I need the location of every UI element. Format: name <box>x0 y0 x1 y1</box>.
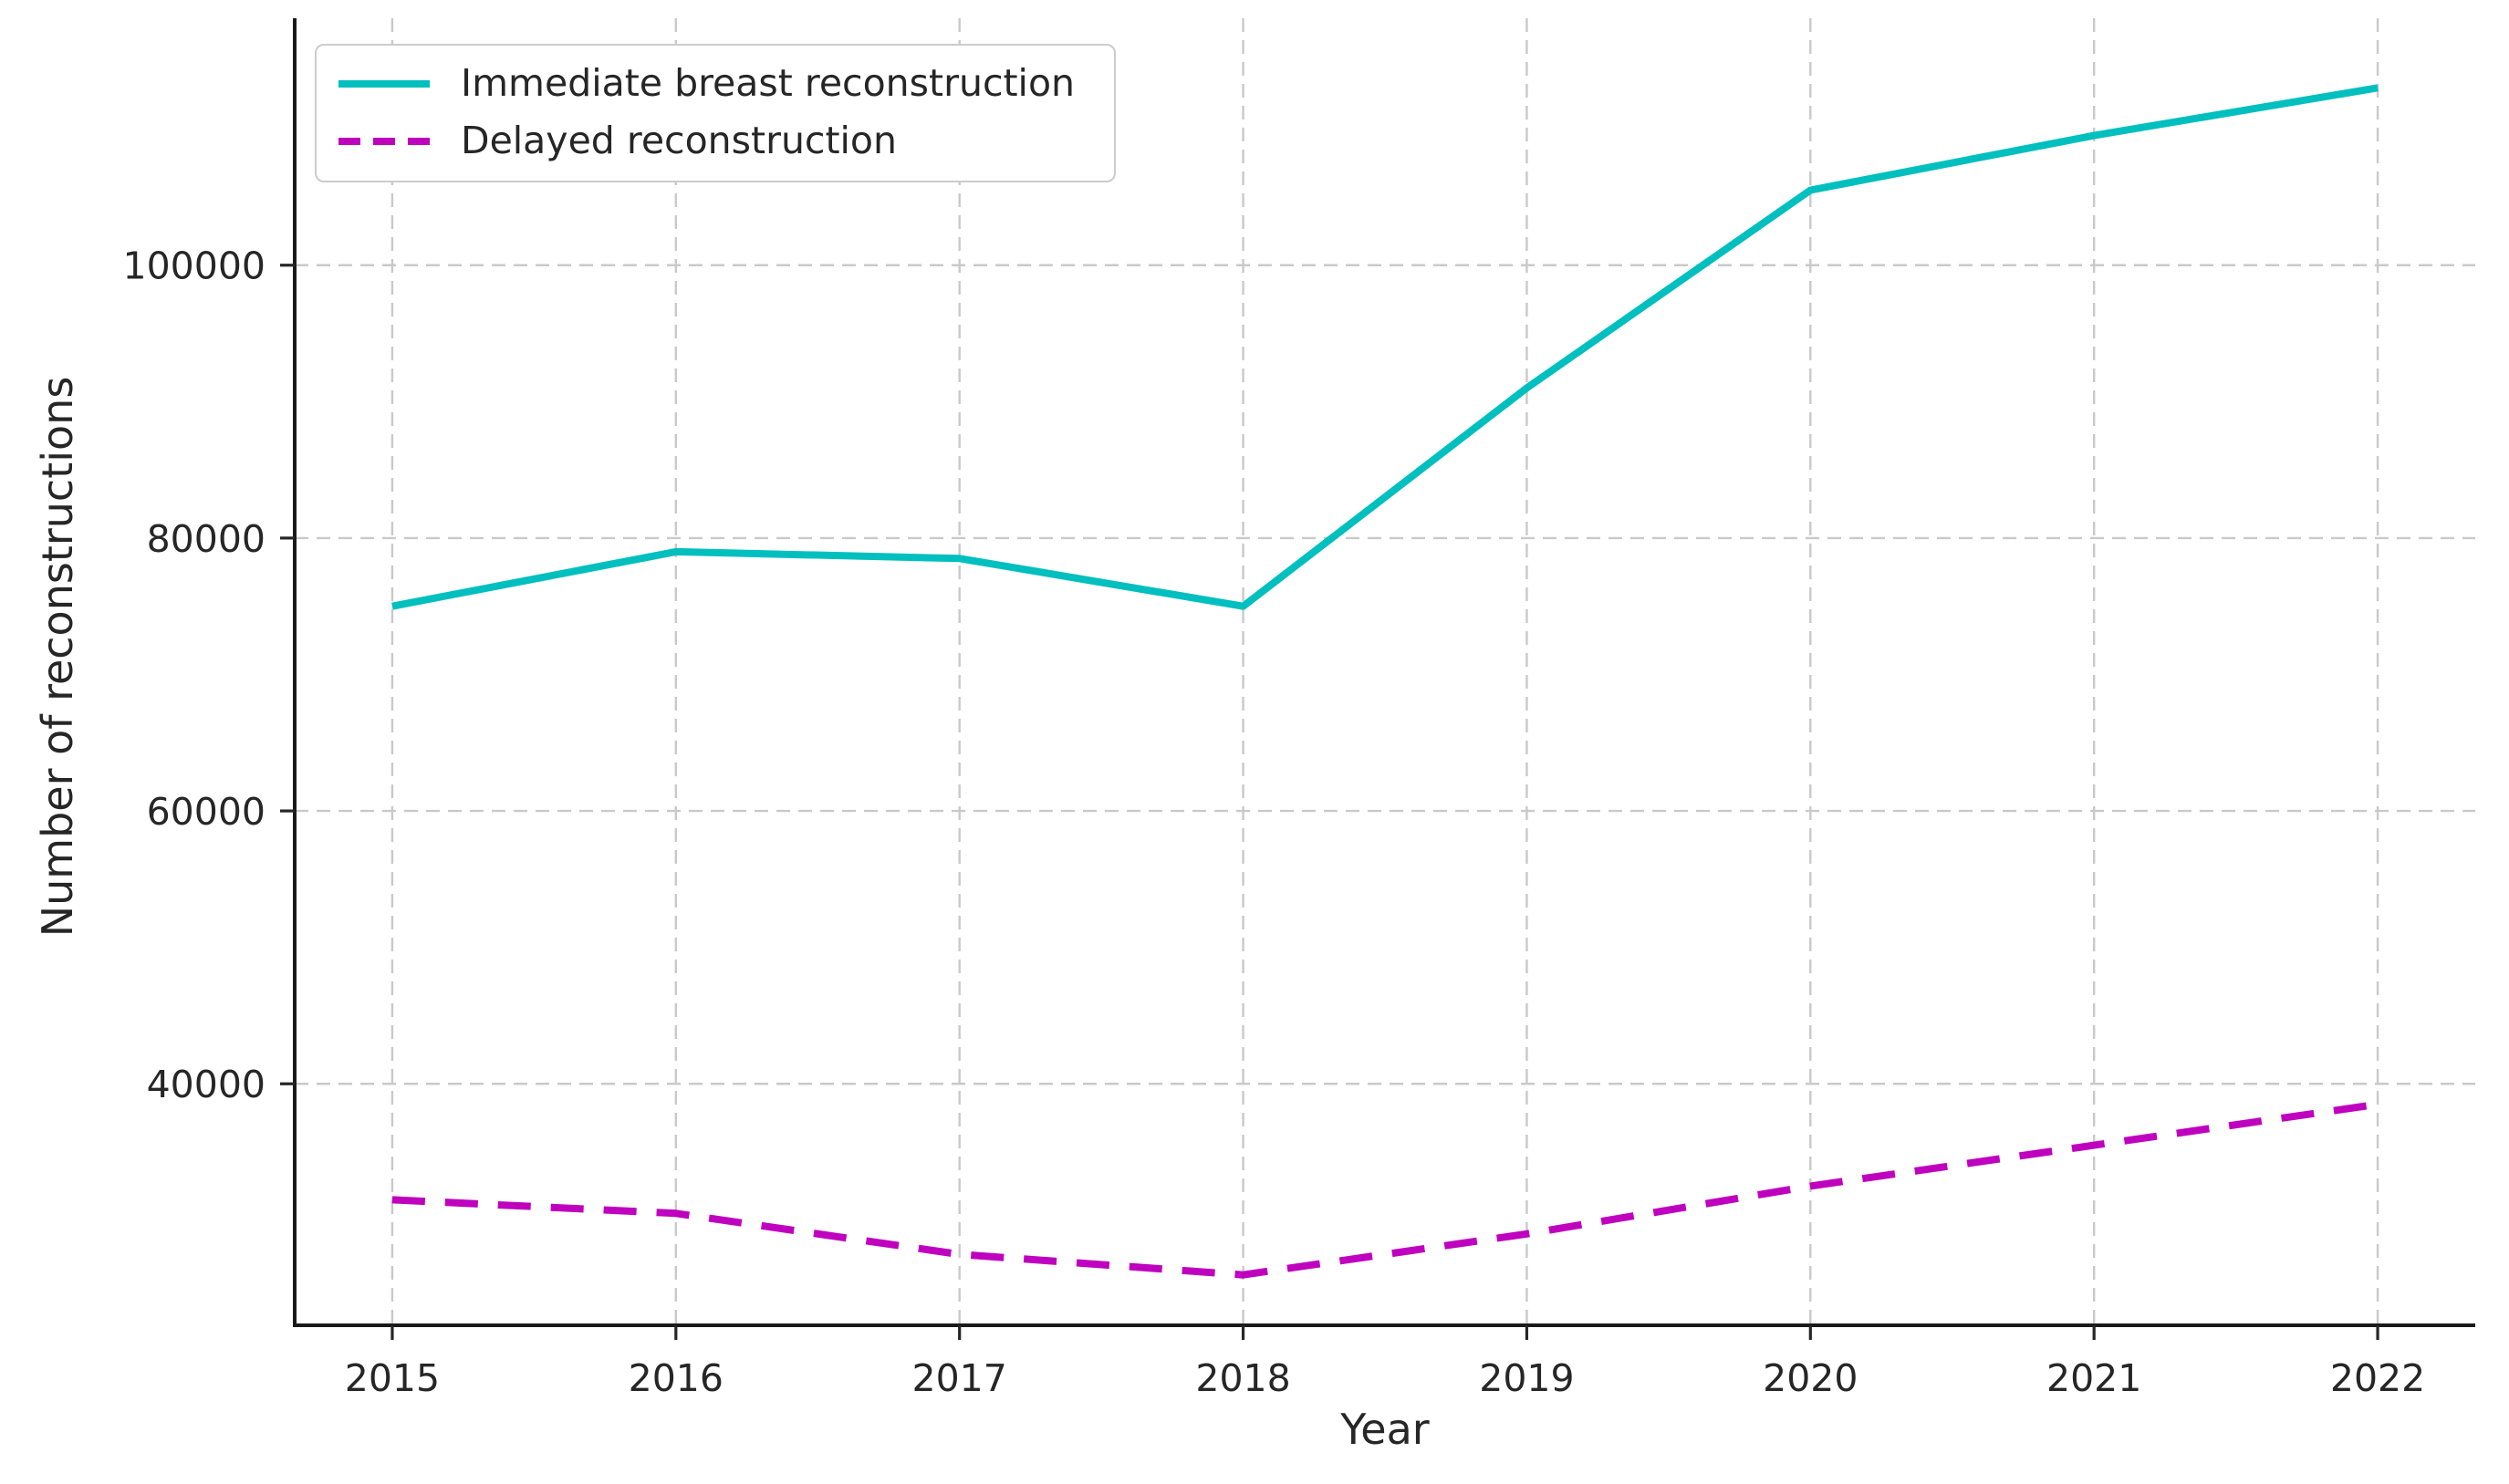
legend-label-delayed: Delayed reconstruction <box>461 119 898 163</box>
x-tick-label: 2016 <box>629 1356 724 1400</box>
legend-label-immediate: Immediate breast reconstruction <box>461 61 1076 105</box>
legend-line-sample-delayed <box>338 137 430 145</box>
y-tick-label: 80000 <box>147 517 265 561</box>
series-line-immediate <box>391 84 2379 610</box>
series-line-delayed <box>391 1100 2379 1279</box>
legend-line-sample-immediate <box>338 79 430 88</box>
legend-entry-immediate: Immediate breast reconstruction <box>338 61 1088 105</box>
x-tick-label: 2022 <box>2330 1356 2425 1400</box>
x-tick-label: 2019 <box>1479 1356 1574 1400</box>
x-tick-label: 2020 <box>1763 1356 1858 1400</box>
legend-entry-delayed: Delayed reconstruction <box>338 119 1088 162</box>
x-tick-label: 2017 <box>912 1356 1007 1400</box>
x-tick-label: 2021 <box>2046 1356 2141 1400</box>
y-tick-label: 40000 <box>147 1063 265 1106</box>
y-tick-label: 100000 <box>122 244 265 288</box>
x-tick-label: 2015 <box>345 1356 440 1400</box>
legend: Immediate breast reconstruction Delayed … <box>315 44 1116 183</box>
x-tick-label: 2018 <box>1195 1356 1290 1400</box>
x-axis-label: Year <box>1340 1405 1430 1454</box>
y-tick-label: 60000 <box>147 790 265 834</box>
y-axis-label: Number of reconstructions <box>33 376 82 938</box>
